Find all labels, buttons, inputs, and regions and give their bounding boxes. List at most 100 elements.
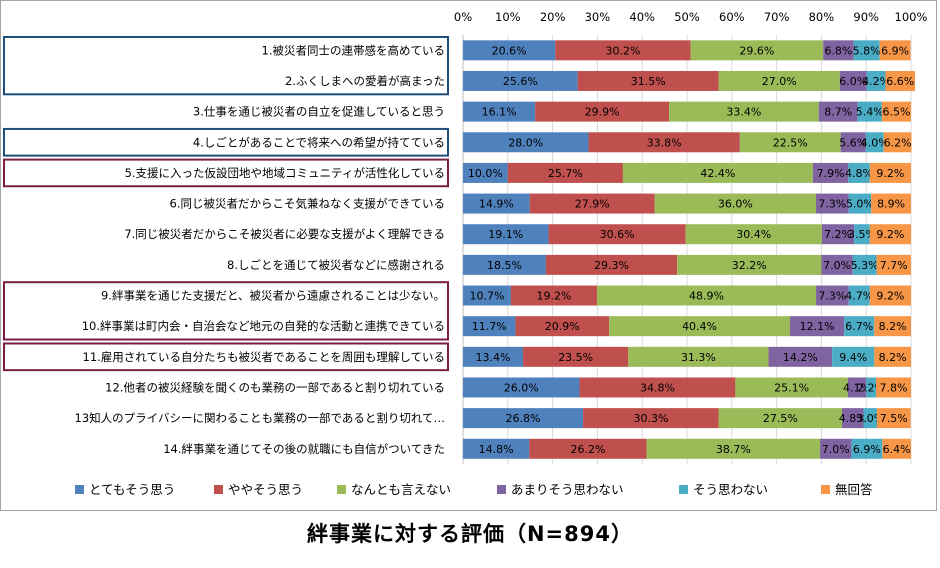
- bar-segment: [463, 377, 580, 398]
- data-label: 6.4%: [883, 443, 911, 456]
- highlight-box: [3, 342, 449, 372]
- chart-title: 絆事業に対する評価（N=894）: [306, 522, 633, 546]
- bar-segment: [548, 224, 686, 245]
- data-label: 9.2%: [876, 290, 904, 303]
- category-label: 2.ふくしまへの愛着が高まった: [285, 74, 445, 88]
- data-label: 7.0%: [822, 443, 850, 456]
- data-label: 30.4%: [736, 228, 771, 241]
- bar-segment: [874, 346, 911, 367]
- bar-segment: [816, 285, 849, 306]
- bar-segment: [821, 254, 853, 275]
- data-label: 4.8%: [839, 412, 867, 425]
- data-label: 31.5%: [631, 75, 666, 88]
- legend-label: なんとも言えない: [351, 482, 451, 497]
- data-label: 33.8%: [647, 136, 682, 149]
- bar-segment: [677, 254, 822, 275]
- bar-segment: [463, 101, 536, 122]
- data-label: 23.5%: [558, 351, 593, 364]
- bar-segment: [463, 285, 511, 306]
- bar-segment: [853, 40, 880, 61]
- category-label: 3.仕事を通じ被災者の自立を促進していると思う: [193, 105, 445, 119]
- bar-segment: [735, 377, 848, 398]
- data-label: 6.6%: [886, 75, 914, 88]
- bar-segment: [842, 408, 864, 429]
- bar-segment: [507, 162, 623, 183]
- category-label: 10.絆事業は町内会・自治会など地元の自発的な活動と連携できている: [82, 319, 445, 333]
- data-label: 8.7%: [824, 106, 852, 119]
- bar-segment: [821, 224, 855, 245]
- data-label: 7.9%: [817, 167, 845, 180]
- bar-segment: [871, 193, 911, 214]
- data-label: 5.8%: [853, 44, 881, 57]
- data-label: 27.9%: [575, 198, 610, 211]
- bar-segment: [816, 193, 849, 214]
- category-label: 7.同じ被災者だからこそ被災者に必要な支援がよく理解できる: [124, 227, 445, 241]
- legend-swatch: [679, 485, 688, 494]
- category-label: 6.同じ被災者だからこそ気兼ねなく支援ができている: [170, 197, 445, 211]
- data-label: 25.1%: [774, 381, 809, 394]
- data-label: 5.3%: [851, 259, 879, 272]
- data-label: 13.4%: [476, 351, 511, 364]
- bar-segment: [863, 408, 877, 429]
- legend-label: そう思わない: [693, 482, 768, 497]
- highlight-box: [3, 281, 449, 341]
- bar-segment: [463, 316, 516, 337]
- data-label: 40.4%: [682, 320, 717, 333]
- bar-segment: [628, 346, 769, 367]
- data-label: 27.0%: [762, 75, 797, 88]
- bar-segment: [463, 438, 530, 459]
- bar-segment: [545, 254, 678, 275]
- data-label: 3.5%: [848, 228, 876, 241]
- category-label: 9.絆事業を通じた支援だと、被災者から遠慮されることは少ない。: [101, 289, 445, 303]
- bar-segment: [588, 132, 740, 153]
- bar-segment: [844, 316, 875, 337]
- data-label: 19.2%: [536, 290, 571, 303]
- category-label: 13知人のプライバシーに関わることも業務の一部であると割り切れて…: [75, 411, 445, 425]
- bar-segment: [874, 316, 911, 337]
- data-label: 6.0%: [839, 75, 867, 88]
- bar-segment: [848, 162, 870, 183]
- legend-swatch: [75, 485, 84, 494]
- bar-segment: [579, 377, 736, 398]
- bar-segment: [463, 346, 524, 367]
- bar-segment: [865, 132, 884, 153]
- data-label: 5.0%: [846, 198, 874, 211]
- bar-segment: [847, 377, 867, 398]
- data-label: 9.2%: [876, 228, 904, 241]
- bar-segment: [463, 162, 508, 183]
- data-label: 11.7%: [472, 320, 507, 333]
- bar-segment: [818, 101, 858, 122]
- data-label: 6.2%: [884, 136, 912, 149]
- data-label: 14.8%: [479, 443, 514, 456]
- bar-segment: [463, 224, 549, 245]
- bar-segment: [820, 438, 852, 459]
- data-label: 4.2%: [862, 75, 890, 88]
- data-label: 16.1%: [482, 106, 517, 119]
- legend-label: とてもそう思う: [89, 482, 175, 497]
- bar-segment: [876, 377, 911, 398]
- data-label: 29.9%: [585, 106, 620, 119]
- data-label: 6.5%: [882, 106, 910, 119]
- data-label: 7.3%: [818, 198, 846, 211]
- bar-segment: [463, 254, 546, 275]
- data-label: 6.8%: [824, 44, 852, 57]
- data-label: 27.5%: [763, 412, 798, 425]
- chart-frame: 0% 10% 20% 30% 40% 50% 60% 70% 80% 90% 100% 1.被災者同士…: [0, 0, 937, 511]
- data-label: 8.9%: [877, 198, 905, 211]
- bar-segment: [869, 224, 911, 245]
- data-label: 34.8%: [640, 381, 675, 394]
- data-label: 25.7%: [548, 167, 583, 180]
- bar-segment: [646, 438, 821, 459]
- data-label: 10.7%: [469, 290, 504, 303]
- bar-segment: [523, 346, 629, 367]
- data-label: 48.9%: [689, 290, 724, 303]
- bar-segment: [840, 132, 866, 153]
- legend-swatch: [214, 485, 223, 494]
- data-label: 7.7%: [880, 259, 908, 272]
- bar-segment: [852, 254, 877, 275]
- bar-segment: [832, 346, 875, 367]
- data-label: 19.1%: [488, 228, 523, 241]
- bar-segment: [883, 132, 912, 153]
- bar-segment: [869, 162, 911, 183]
- bar-segment: [768, 346, 833, 367]
